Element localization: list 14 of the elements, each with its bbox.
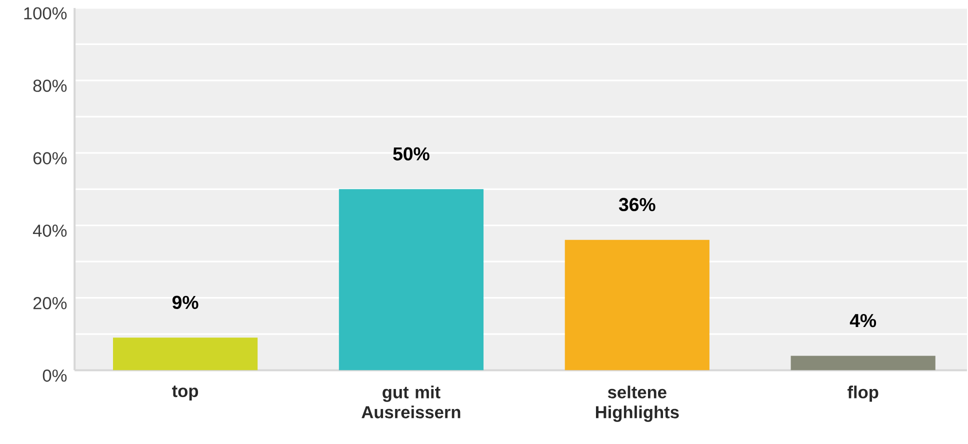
y-tick-label: 40%	[32, 224, 67, 238]
x-tick-label: gut mit Ausreissern	[362, 386, 460, 419]
y-tick-label: 20%	[33, 297, 67, 310]
y-tick-label: 60%	[33, 152, 67, 165]
data-label: 4%	[850, 314, 876, 328]
y-tick-label: 80%	[33, 80, 67, 92]
x-tick-label: flop	[848, 386, 878, 402]
y-tick-label: 0%	[42, 370, 67, 382]
x-tick-label: top	[172, 386, 198, 401]
data-label: 36%	[618, 198, 656, 212]
y-tick-label: 100%	[24, 7, 67, 20]
x-tick-label: seltene Highlights	[596, 386, 679, 422]
data-label: 50%	[393, 147, 430, 161]
data-label: 9%	[172, 296, 198, 310]
